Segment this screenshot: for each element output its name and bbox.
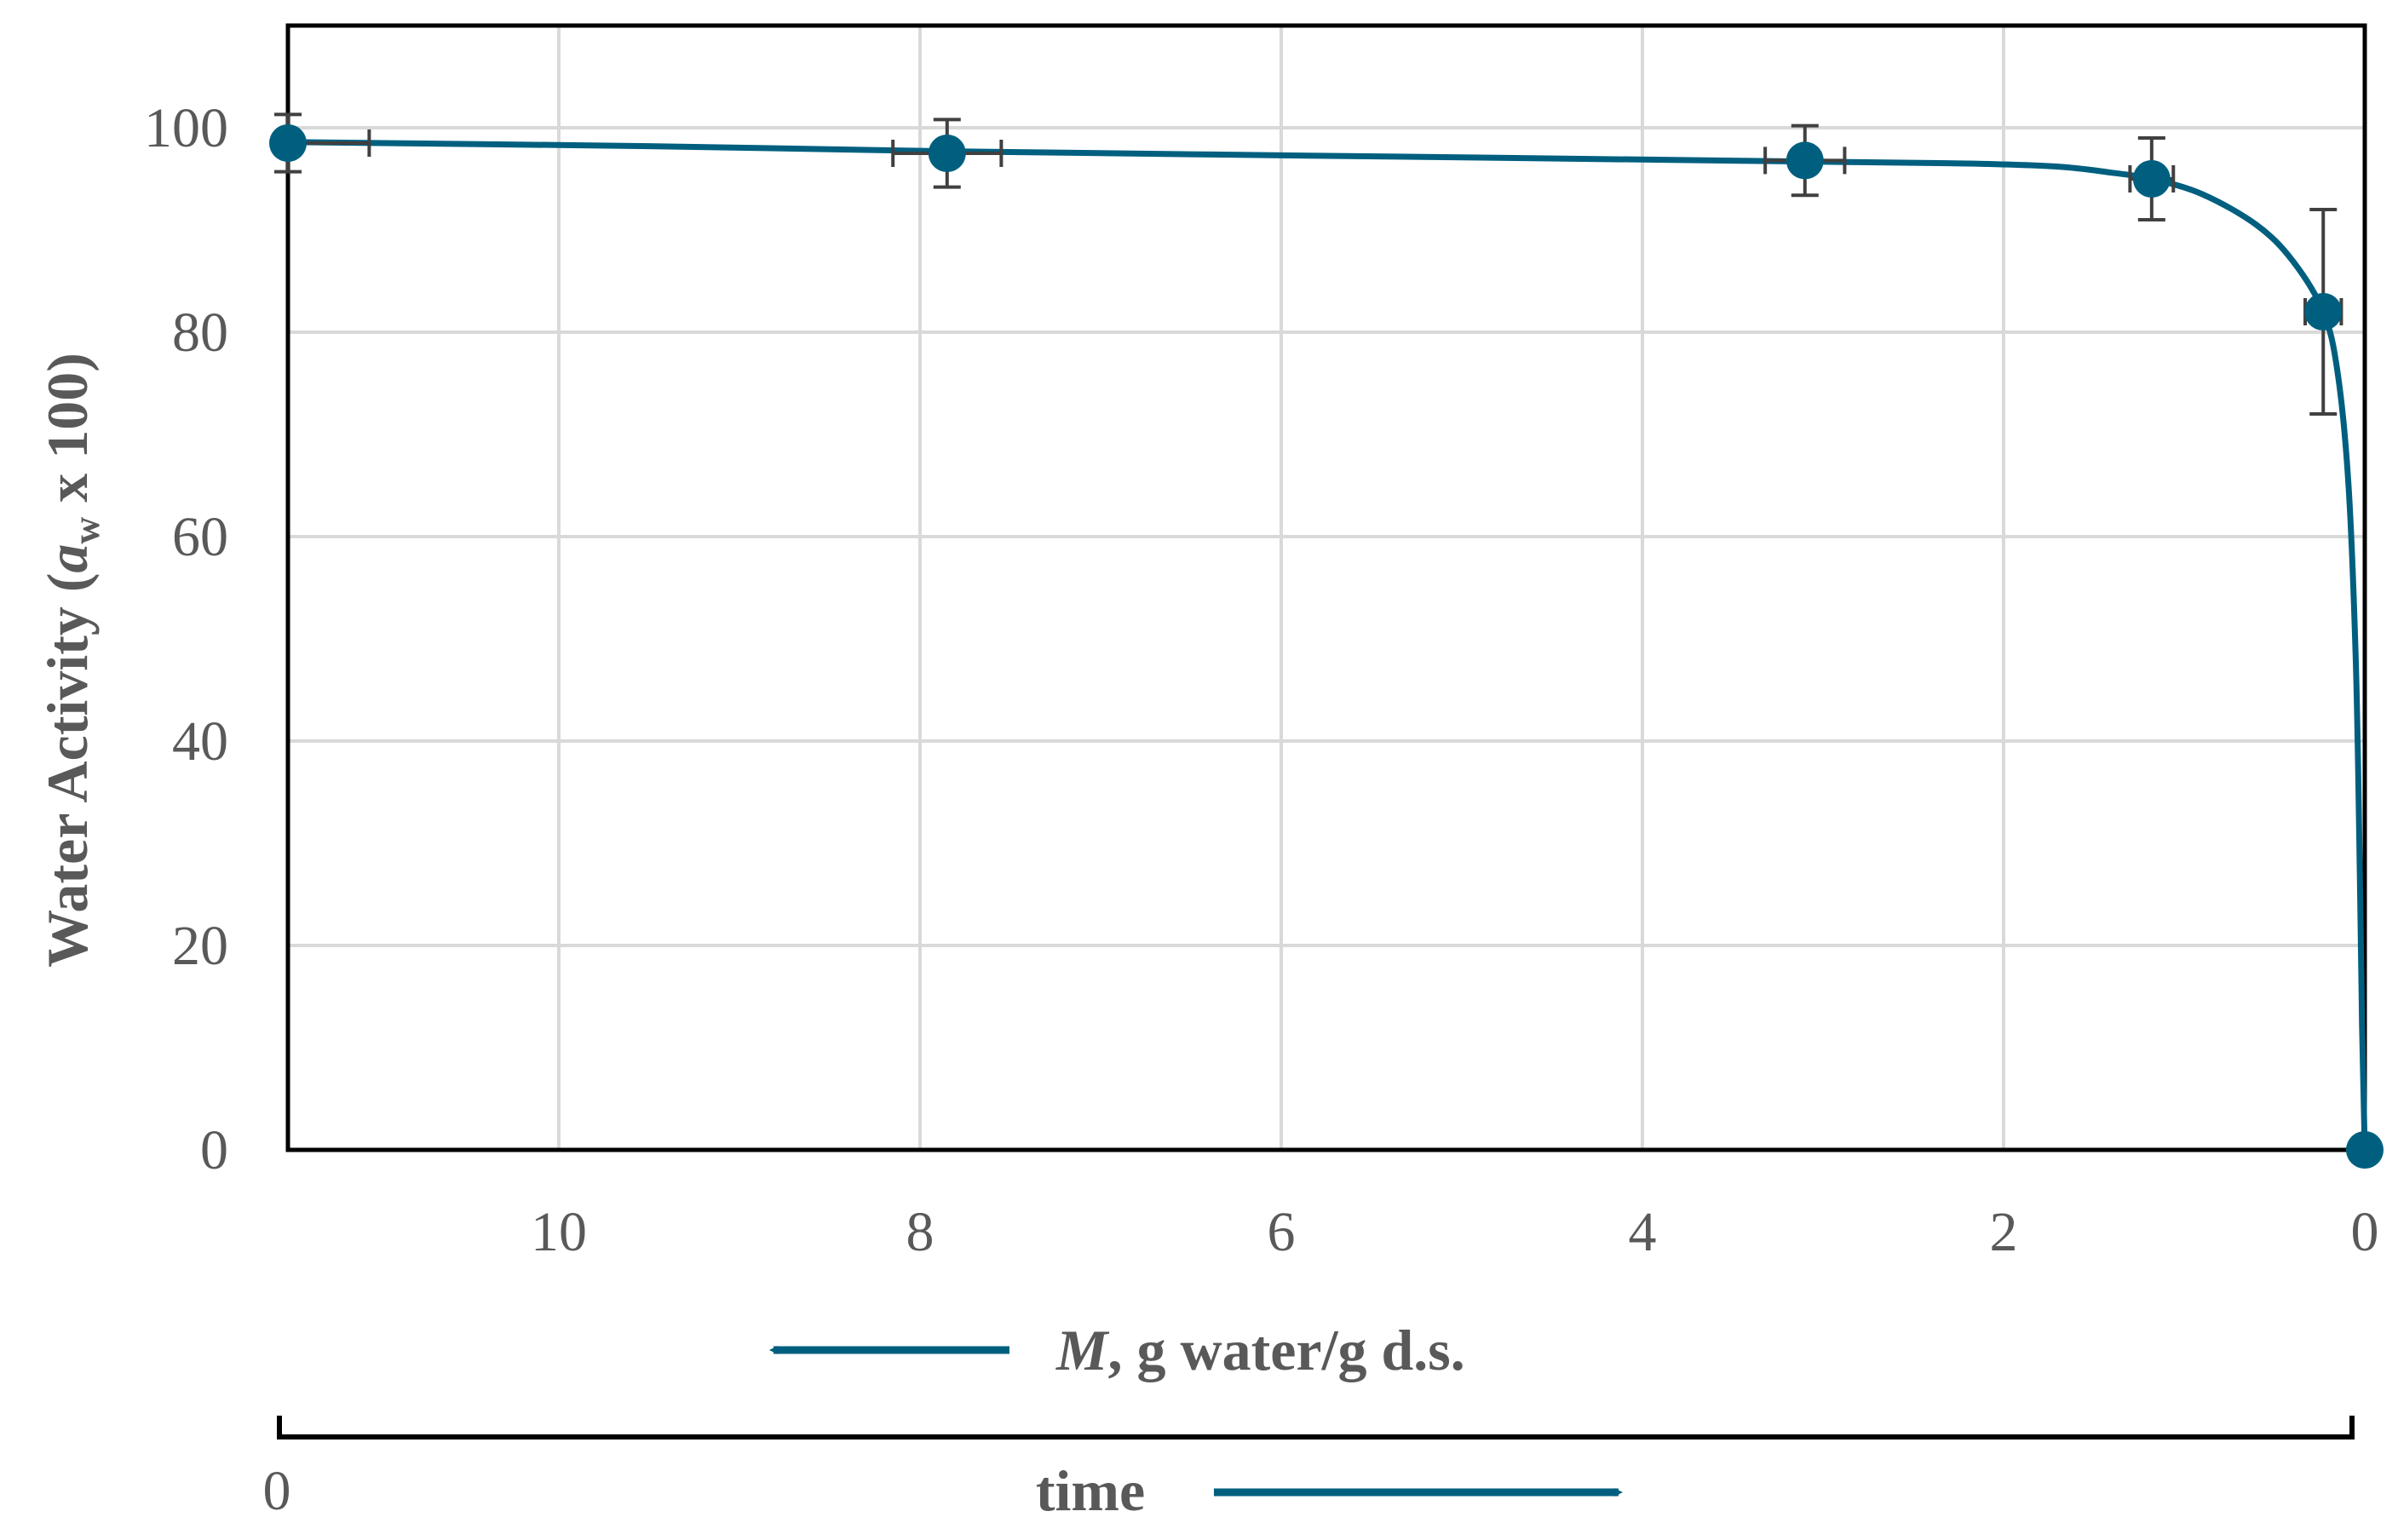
x-axis-title: M, g water/g d.s. [1055, 1318, 1465, 1382]
fitted-curve [287, 139, 2368, 1151]
y-tick-labels: 0 20 40 60 80 100 [144, 97, 228, 1181]
x-tick-labels: 10 8 6 4 2 0 [531, 1201, 2379, 1263]
data-point [928, 135, 966, 172]
y-tick-label: 60 [172, 506, 228, 568]
time-axis-start-label: 0 [263, 1460, 291, 1522]
x-tick-label: 10 [531, 1201, 587, 1263]
x-tick-label: 4 [1629, 1201, 1657, 1263]
y-tick-label: 0 [200, 1119, 228, 1181]
y-tick-label: 40 [172, 710, 228, 773]
y-axis-title: Water Activity (aw x 100) [35, 353, 107, 968]
x-tick-label: 0 [2351, 1201, 2379, 1263]
y-tick-label: 20 [172, 915, 228, 977]
data-point [1786, 141, 1824, 180]
time-axis-label: time [1036, 1458, 1145, 1523]
x-tick-label: 2 [1990, 1201, 2018, 1263]
y-tick-label: 100 [144, 97, 228, 159]
x-tick-label: 8 [906, 1201, 934, 1263]
x-tick-label: 6 [1268, 1201, 1296, 1263]
gridlines [288, 26, 2365, 1150]
data-point [2132, 160, 2171, 198]
data-points [269, 124, 2384, 1169]
data-point [2304, 293, 2343, 330]
plot-area-frame [285, 23, 2367, 1152]
error-bars [274, 112, 2343, 416]
y-tick-label: 80 [172, 302, 228, 364]
data-point [269, 124, 307, 162]
data-point [2346, 1131, 2384, 1169]
time-axis-bracket [277, 1416, 2355, 1439]
